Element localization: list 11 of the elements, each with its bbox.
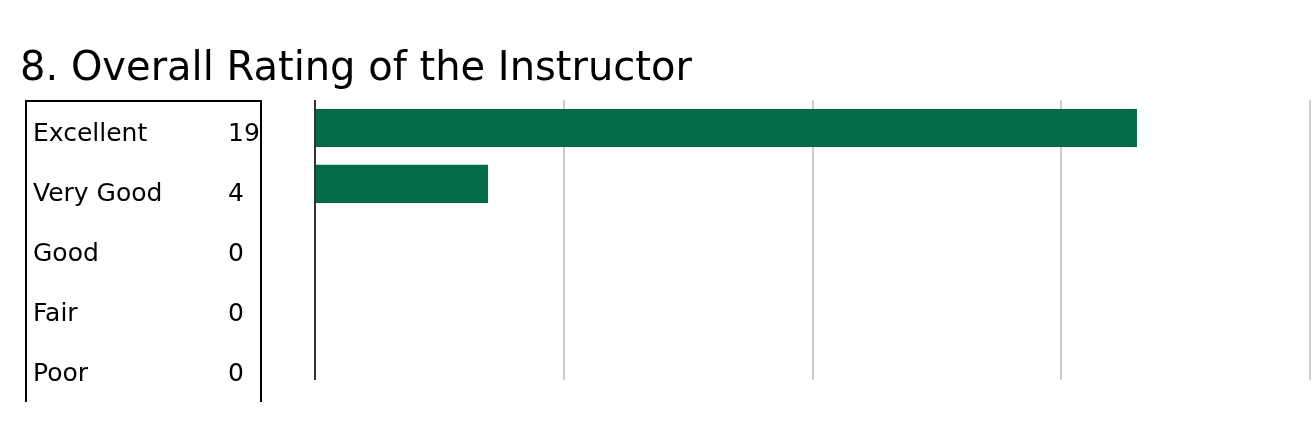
data-label: 4	[228, 177, 244, 207]
y-tick-label: Fair	[32, 297, 79, 327]
data-label: 0	[228, 237, 244, 267]
y-tick-label: Poor	[32, 357, 90, 387]
y-tick-label: Excellent	[32, 117, 149, 147]
y-tick-label: Good	[32, 237, 100, 267]
data-label: 19	[228, 117, 260, 147]
chart-title: 8. Overall Rating of the Instructor	[20, 42, 693, 91]
y-tick-label: Very Good	[32, 177, 164, 207]
data-label: 0	[228, 357, 244, 387]
data-label: 0	[228, 297, 244, 327]
